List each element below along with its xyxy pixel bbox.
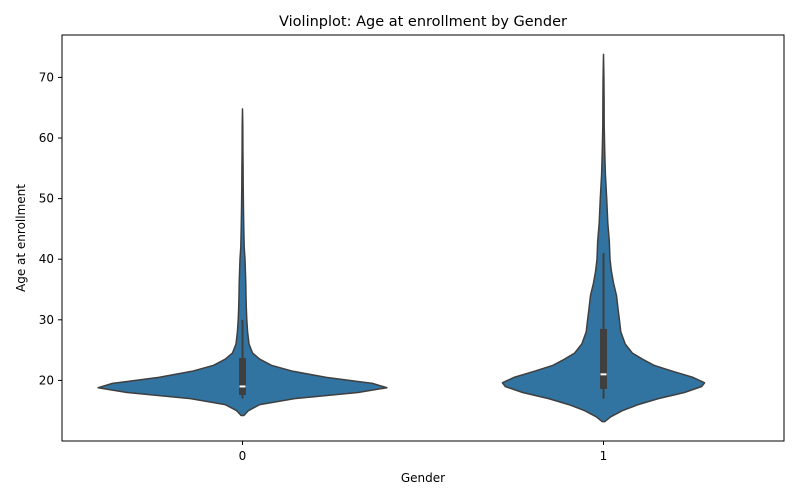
y-tick-label: 20 (39, 373, 54, 387)
plot-frame (61, 34, 785, 442)
x-tick-label: 0 (239, 449, 247, 463)
axes: 20 30 40 50 60 70 0 1 (39, 70, 608, 463)
violin-median-marker (600, 373, 607, 376)
violin-iqr-box (600, 328, 607, 389)
y-tick-label: 70 (39, 70, 54, 84)
violin-body-0 (97, 108, 388, 417)
x-tick-label: 1 (600, 449, 608, 463)
y-tick-label: 60 (39, 131, 54, 145)
violin-iqr-box (239, 357, 246, 395)
plot-area (97, 53, 706, 423)
violin-median-marker (239, 385, 246, 388)
y-axis-label: Age at enrollment (14, 184, 28, 292)
x-axis-label: Gender (401, 471, 445, 485)
y-tick-label: 50 (39, 192, 54, 206)
y-tick-label: 40 (39, 252, 54, 266)
violin-body-1 (501, 53, 706, 423)
y-tick-label: 30 (39, 313, 54, 327)
chart-title: Violinplot: Age at enrollment by Gender (279, 14, 567, 30)
